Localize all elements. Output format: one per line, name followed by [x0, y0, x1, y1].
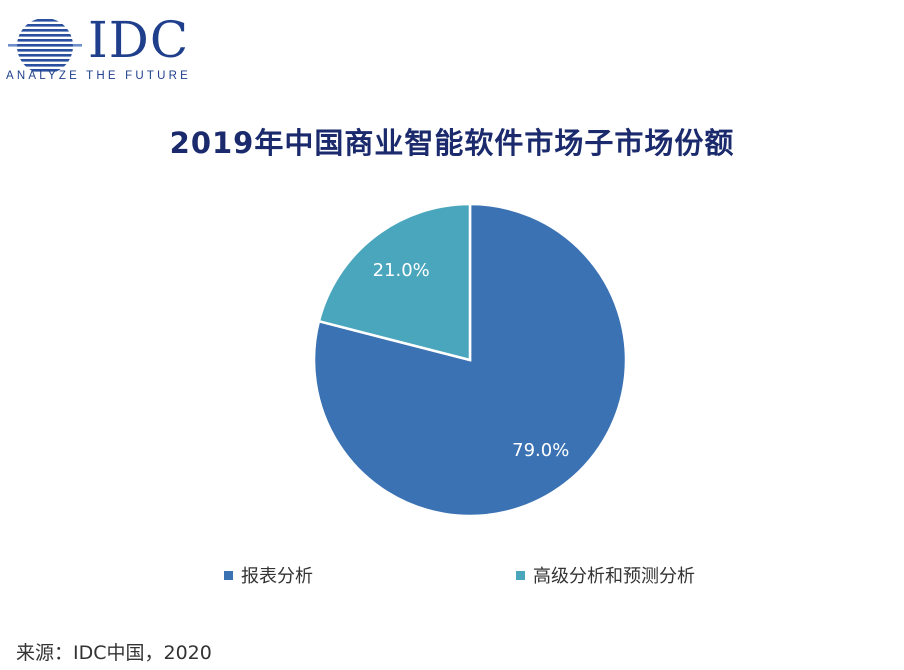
source-note: 来源：IDC中国，2020 — [16, 642, 212, 664]
legend-item-report-analysis: 报表分析 — [224, 562, 313, 588]
pie-slice-2 — [317, 202, 472, 362]
data-label-2: 21.0% — [373, 260, 430, 281]
legend-swatch — [224, 570, 233, 580]
idc-logo: IDC ANALYZE THE FUTURE — [6, 11, 206, 84]
legend-label: 高级分析和预测分析 — [533, 566, 695, 587]
chart-title: 2019年中国商业智能软件市场子市场份额 — [169, 126, 735, 160]
logo-wordmark: IDC — [88, 11, 190, 69]
globe-icon — [8, 19, 82, 72]
legend-item-advanced-analysis: 高级分析和预测分析 — [516, 562, 695, 588]
pie-slice-1 — [312, 202, 628, 518]
legend-swatch — [516, 570, 525, 580]
legend-label: 报表分析 — [241, 566, 313, 587]
data-label-1: 79.0% — [512, 440, 569, 461]
logo-tagline: ANALYZE THE FUTURE — [6, 70, 191, 82]
legend: 报表分析 高级分析和预测分析 — [0, 562, 904, 592]
